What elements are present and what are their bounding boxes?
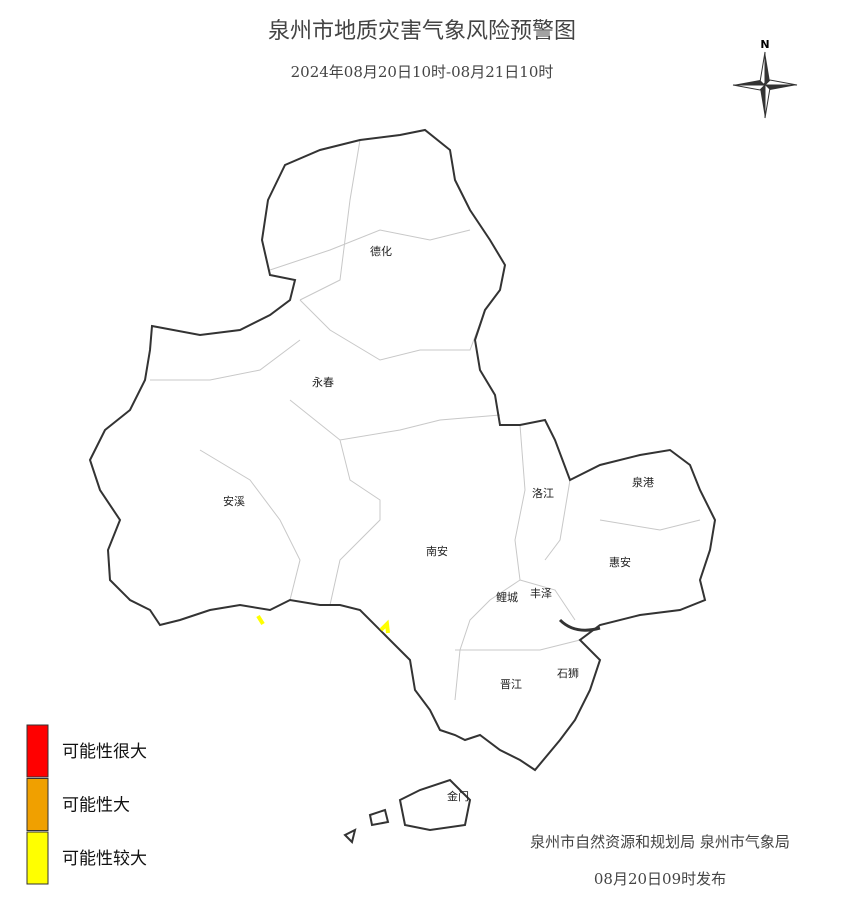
- legend-label: 可能性较大: [62, 849, 147, 869]
- footer-time: 08月20日09时发布: [594, 870, 726, 888]
- legend-swatch: [26, 831, 49, 885]
- region-label: 惠安: [609, 555, 631, 569]
- region-label: 鲤城: [496, 590, 518, 604]
- compass-label: N: [760, 38, 769, 51]
- subtitle: 2024年08月20日10时-08月21日10时: [291, 63, 554, 81]
- region-label: 德化: [370, 244, 392, 258]
- title: 泉州市地质灾害气象风险预警图: [268, 19, 576, 44]
- compass: N: [732, 38, 798, 119]
- region-label: 安溪: [223, 494, 245, 508]
- region-label: 洛江: [532, 486, 554, 500]
- region-label: 石狮: [557, 667, 579, 680]
- legend-label: 可能性很大: [62, 742, 147, 762]
- legend-swatch: [26, 778, 49, 831]
- river: [558, 618, 601, 632]
- legend-swatch: [26, 724, 49, 778]
- region-label: 永春: [312, 375, 334, 389]
- region-label: 泉港: [632, 475, 654, 489]
- region-label: 金门: [447, 789, 469, 803]
- city-boundary: [88, 128, 717, 772]
- footer-issuer: 泉州市自然资源和规划局 泉州市气象局: [530, 833, 790, 851]
- region-label: 南安: [426, 544, 448, 558]
- islands: [343, 778, 472, 844]
- region-label: 晋江: [500, 678, 522, 691]
- region-label: 丰泽: [530, 587, 552, 600]
- legend-label: 可能性大: [62, 796, 130, 816]
- map-area: [88, 128, 717, 844]
- district-borders: [150, 139, 701, 701]
- warning-area: [256, 614, 390, 634]
